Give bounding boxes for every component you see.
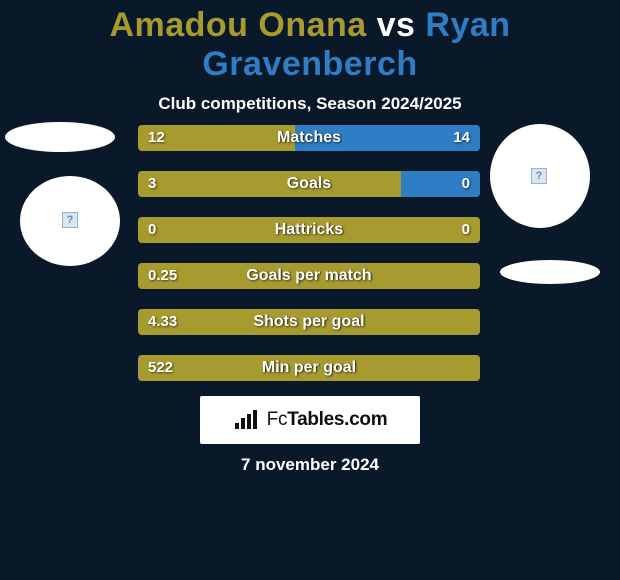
bar-row: 00Hattricks bbox=[138, 217, 480, 243]
bar-fill-left bbox=[138, 263, 480, 289]
page-title: Amadou Onana vs Ryan Gravenberch bbox=[0, 0, 620, 84]
bar-fill-left bbox=[138, 309, 480, 335]
bar-row: 4.33Shots per goal bbox=[138, 309, 480, 335]
comparison-bars: 1214Matches 30Goals 00Hattricks 0.25Goals p… bbox=[138, 125, 480, 401]
bar-fill-right bbox=[401, 171, 480, 197]
brand-logo: FcTables.com bbox=[200, 396, 420, 444]
title-vs: vs bbox=[377, 6, 416, 44]
bar-fill-left bbox=[138, 171, 401, 197]
bar-fill-left bbox=[138, 125, 295, 151]
bar-fill-left bbox=[138, 217, 480, 243]
footer-date: 7 november 2024 bbox=[0, 455, 620, 475]
bar-row: 30Goals bbox=[138, 171, 480, 197]
bar-row: 1214Matches bbox=[138, 125, 480, 151]
placeholder-icon: ? bbox=[531, 168, 547, 184]
brand-prefix: Fc bbox=[267, 409, 288, 430]
bar-row: 0.25Goals per match bbox=[138, 263, 480, 289]
bar-row: 522Min per goal bbox=[138, 355, 480, 381]
decor-ellipse-top-left bbox=[5, 122, 115, 152]
bar-fill-left bbox=[138, 355, 480, 381]
brand-text: FcTables.com bbox=[267, 409, 388, 431]
subtitle: Club competitions, Season 2024/2025 bbox=[0, 94, 620, 114]
brand-bars-icon bbox=[233, 409, 261, 431]
brand-suffix: Tables.com bbox=[287, 409, 387, 430]
decor-ellipse-bottom-right bbox=[500, 260, 600, 284]
bar-fill-right bbox=[295, 125, 480, 151]
placeholder-icon: ? bbox=[62, 212, 78, 228]
title-player-a: Amadou Onana bbox=[109, 6, 366, 44]
